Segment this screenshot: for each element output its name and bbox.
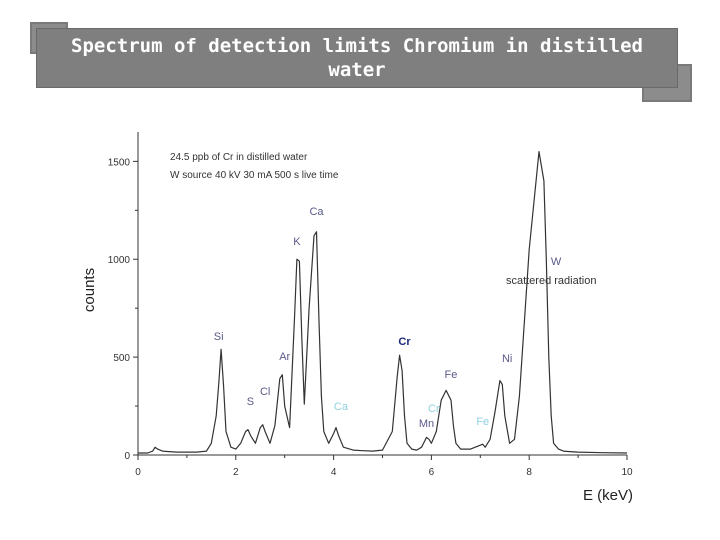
y-tick-label: 1500 (108, 157, 131, 168)
chart-note-1: 24.5 ppb of Cr in distilled water (170, 152, 308, 163)
y-tick-label: 1000 (108, 255, 131, 266)
peak-label-cr: Cr (428, 403, 440, 415)
peak-label-scattered-radiation: scattered radiation (506, 275, 597, 287)
peak-label-k: K (293, 236, 301, 248)
peak-label-ar: Ar (279, 351, 290, 363)
y-axis-title: counts (81, 268, 98, 312)
peak-label-fe: Fe (445, 369, 458, 381)
peak-label-s: S (247, 396, 254, 408)
x-tick-label: 0 (135, 467, 141, 478)
chart-series (138, 151, 628, 454)
x-tick-label: 2 (233, 467, 239, 478)
y-tick-label: 500 (113, 353, 130, 364)
spectrum-line (138, 151, 628, 454)
x-tick-label: 6 (429, 467, 435, 478)
y-tick-label: 0 (124, 451, 130, 462)
peak-label-ni: Ni (502, 353, 512, 365)
peak-label-fe: Fe (476, 416, 489, 428)
peak-label-mn: Mn (419, 418, 434, 430)
x-tick-label: 4 (331, 467, 337, 478)
peak-label-ca: Ca (309, 206, 324, 218)
x-tick-label: 10 (621, 467, 633, 478)
chart-labels: E (keV) counts 24.5 ppb of Cr in distilled… (81, 152, 633, 504)
x-tick-label: 8 (526, 467, 532, 478)
peak-label-w: W (551, 256, 562, 268)
chart-note-2: W source 40 kV 30 mA 500 s live time (170, 170, 339, 181)
peak-label-si: Si (214, 331, 224, 343)
peak-label-cl: Cl (260, 386, 270, 398)
chart-ticks: 0 2 4 6 8 10 0 500 1000 1500 (108, 157, 633, 478)
peak-label-cr: Cr (398, 336, 411, 348)
slide-title: Spectrum of detection limits Chromium in… (71, 35, 643, 81)
peak-label-ca: Ca (334, 401, 349, 413)
x-axis-title: E (keV) (583, 487, 633, 504)
slide-title-box: Spectrum of detection limits Chromium in… (36, 28, 678, 88)
